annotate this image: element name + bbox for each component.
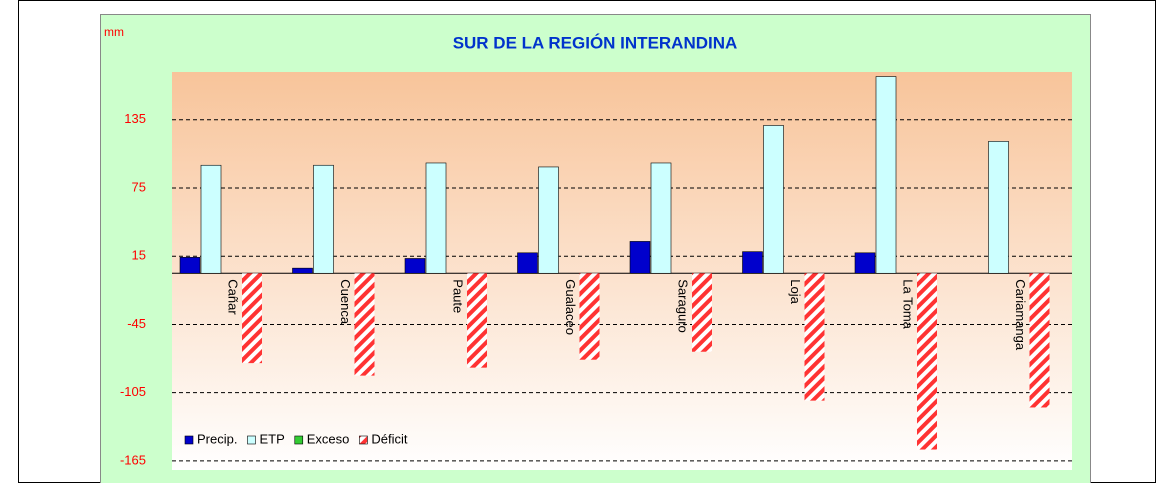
x-tick-label: Loja bbox=[788, 279, 803, 304]
y-tick-label: 135 bbox=[124, 111, 146, 126]
legend-swatch bbox=[359, 435, 368, 445]
legend-swatch bbox=[184, 435, 194, 445]
bar bbox=[692, 273, 712, 352]
bar bbox=[629, 241, 651, 274]
bar bbox=[917, 273, 937, 450]
bar bbox=[354, 273, 375, 376]
bar bbox=[404, 258, 426, 274]
bar bbox=[200, 164, 222, 274]
bar bbox=[425, 162, 447, 274]
y-axis-label: mm bbox=[104, 25, 124, 39]
legend-label: Déficit bbox=[371, 431, 408, 446]
legend-label: Precip. bbox=[197, 431, 237, 446]
x-tick-label: Cañar bbox=[226, 279, 241, 315]
bar bbox=[875, 76, 897, 274]
x-tick-label: Cuenca bbox=[338, 279, 353, 325]
bar bbox=[292, 267, 313, 274]
y-tick-label: 75 bbox=[132, 179, 146, 194]
bar bbox=[538, 166, 559, 274]
bar bbox=[650, 162, 672, 274]
bar bbox=[467, 273, 487, 368]
bar bbox=[242, 273, 262, 364]
legend-label: ETP bbox=[259, 431, 284, 446]
legend-swatch bbox=[294, 435, 304, 445]
legend-swatch bbox=[247, 435, 256, 445]
bar bbox=[313, 164, 334, 274]
x-tick-label: Saraguro bbox=[676, 279, 691, 332]
bar bbox=[579, 273, 600, 360]
y-tick-label: -45 bbox=[127, 316, 146, 331]
bar bbox=[517, 252, 538, 274]
bar bbox=[742, 251, 763, 274]
y-tick-label: -105 bbox=[120, 384, 146, 399]
bar bbox=[804, 273, 825, 401]
x-tick-label: Gualaceo bbox=[563, 279, 578, 335]
y-tick-label: 15 bbox=[132, 248, 146, 263]
bar bbox=[1029, 273, 1050, 408]
x-tick-label: La Toma bbox=[901, 279, 916, 329]
x-tick-label: Paute bbox=[451, 279, 466, 313]
bar bbox=[854, 252, 876, 274]
bar bbox=[179, 257, 201, 274]
y-tick-label: -165 bbox=[120, 452, 146, 467]
bar bbox=[763, 125, 784, 274]
chart-title: SUR DE LA REGIÓN INTERANDINA bbox=[453, 33, 738, 52]
bar bbox=[988, 141, 1009, 274]
legend-label: Exceso bbox=[307, 431, 350, 446]
x-tick-label: Cariamanga bbox=[1013, 279, 1028, 351]
